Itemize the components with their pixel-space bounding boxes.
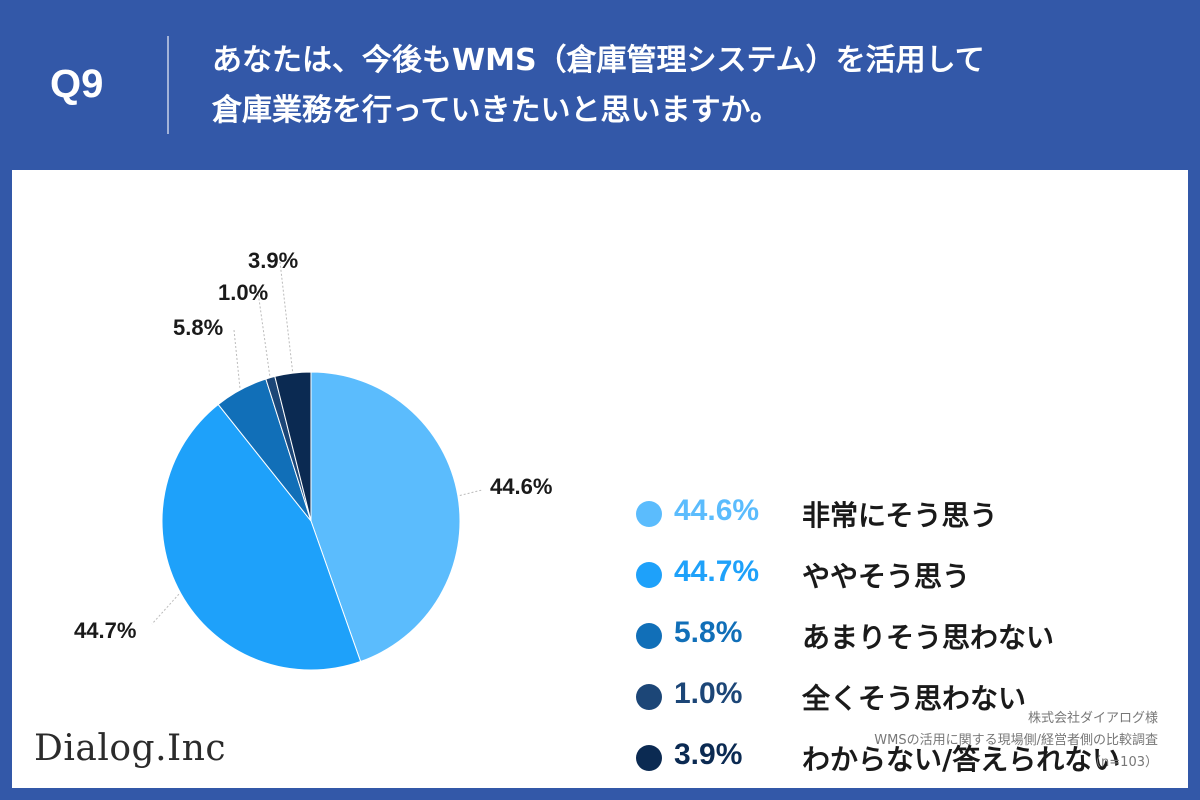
leader-line-5 (279, 261, 294, 372)
data-label-5: 3.9% (248, 248, 298, 273)
pie-slice-5 (274, 371, 312, 522)
legend-percent: 44.7% (674, 555, 760, 588)
legend-dot-icon (636, 623, 662, 649)
survey-credit: 株式会社ダイアログ様 WMSの活用に関する現場側/経営者側の比較調査 （n=10… (874, 708, 1158, 774)
pie-slice-2 (161, 403, 362, 671)
credit-company: 株式会社ダイアログ様 (1027, 711, 1158, 726)
header-divider (167, 36, 169, 134)
leader-line-1 (459, 489, 483, 496)
data-label-1: 44.6% (490, 474, 552, 499)
legend-label: 非常にそう思う (802, 499, 998, 532)
leader-line-3 (233, 329, 241, 388)
legend-label: わからない/答えられない (802, 743, 1121, 776)
pie-slice-1 (310, 371, 461, 663)
pie-chart: 44.6% 44.7% 5.8% 1.0% 3.9% (74, 248, 552, 671)
legend-dot-icon (636, 562, 662, 588)
data-label-3: 5.8% (173, 315, 223, 340)
question-title: あなたは、今後もWMS（倉庫管理システム）を活用して 倉庫業務を行っていきたいと… (212, 36, 1172, 136)
legend-percent: 5.8% (674, 616, 743, 649)
question-header: Q9 あなたは、今後もWMS（倉庫管理システム）を活用して 倉庫業務を行っていき… (0, 0, 1200, 170)
legend-label: 全くそう思わない (802, 682, 1027, 715)
question-title-line-2: 倉庫業務を行っていきたいと思いますか。 (212, 93, 780, 128)
data-label-2: 44.7% (74, 618, 136, 643)
legend-percent: 44.6% (674, 494, 760, 527)
credit-survey-title: WMSの活用に関する現場側/経営者側の比較調査 (874, 733, 1158, 748)
legend-label: あまりそう思わない (802, 621, 1055, 654)
legend-percent: 1.0% (674, 677, 743, 710)
leader-line-2 (151, 593, 180, 625)
question-title-line-1: あなたは、今後もWMS（倉庫管理システム）を活用して (212, 43, 985, 78)
company-logo: Dialog.Inc (34, 728, 227, 769)
data-label-4: 1.0% (218, 280, 268, 305)
legend-dot-icon (636, 501, 662, 527)
question-number: Q9 (50, 62, 104, 106)
chart-panel: 44.6% 44.7% 5.8% 1.0% 3.9% 44.6% 非常にそう思う 44.7%… (12, 170, 1188, 788)
legend-percent: 3.9% (674, 738, 743, 771)
credit-sample-size: （n=103） (1088, 755, 1158, 770)
legend-label: ややそう思う (802, 560, 971, 593)
legend-dot-icon (636, 684, 662, 710)
legend-dot-icon (636, 745, 662, 771)
